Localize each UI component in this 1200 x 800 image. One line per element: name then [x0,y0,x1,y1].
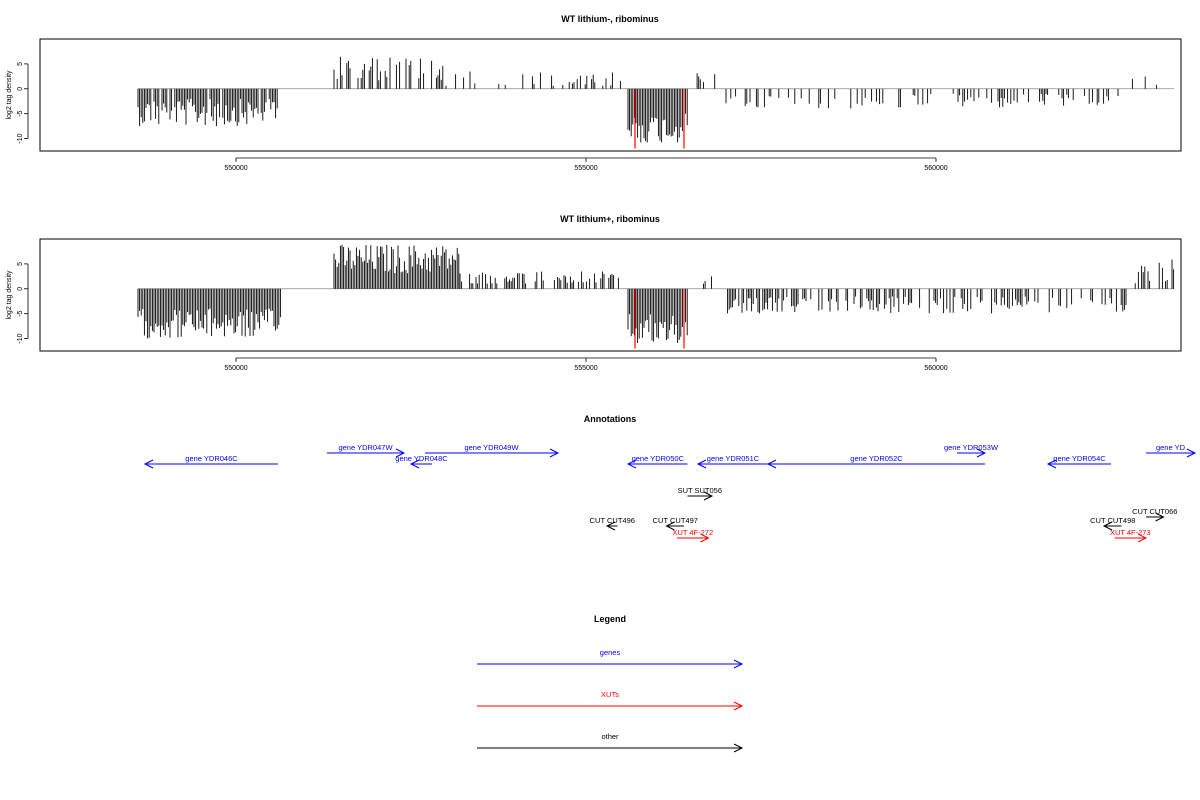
feature-label: gene YD [1156,443,1186,452]
y-tick-label: 5 [17,262,24,266]
legend-title: Legend [594,614,626,624]
panel1-frame [39,38,1182,152]
feature-label: CUT CUT496 [590,516,635,525]
panel-lithium-minus: WT lithium-, ribominus log2 tag density … [6,14,1182,172]
feature-label: gene YDR047W [338,443,393,452]
panel2-axes: -10 -5 0 5 550000 555000 560000 [17,262,948,372]
feature-label: CUT CUT497 [653,516,698,525]
feature-arrow-arrowhead [605,521,616,531]
x-tick-label: 555000 [574,365,597,372]
feature-arrow-arrowhead [696,459,707,469]
legend-label: other [601,732,619,741]
y-tick-label: -5 [17,110,24,116]
legend-label: XUTs [601,690,619,699]
panel1-ylabel: log2 tag density [6,70,13,120]
legend-items: genes XUTs other [477,648,744,753]
annotations-title: Annotations [584,414,637,424]
legend-arrow-arrowhead [733,659,744,669]
x-tick-label: 550000 [224,165,247,172]
legend-label: genes [600,648,621,657]
feature-arrow-arrowhead [395,448,406,458]
panel2-ylabel: log2 tag density [6,270,13,320]
panel1-axes: -10 -5 0 5 550000 555000 560000 [17,62,948,172]
panel-lithium-plus: WT lithium+, ribominus log2 tag density … [6,214,1182,372]
legend-arrow-arrowhead [733,701,744,711]
y-tick-label: -10 [17,333,24,343]
x-tick-label: 550000 [224,365,247,372]
feature-arrow-arrowhead [549,448,560,458]
feature-label: CUT CUT066 [1132,507,1177,516]
feature-label: gene YDR052C [850,454,903,463]
x-tick-label: 560000 [924,165,947,172]
feature-arrow-arrowhead [976,448,987,458]
feature-arrow-arrowhead [665,521,675,531]
y-tick-label: 0 [17,87,24,91]
panel2-frame [39,238,1182,352]
y-tick-label: -5 [17,310,24,316]
feature-label: gene YDR051C [707,454,760,463]
y-tick-label: 5 [17,62,24,66]
y-tick-label: -10 [17,133,24,143]
legend-panel: Legend genes XUTs other [477,614,744,753]
feature-arrow-arrowhead [766,459,777,469]
feature-arrow-arrowhead [1102,521,1113,531]
feature-label: gene YDR054C [1053,454,1106,463]
feature-label: SUT SUT056 [678,486,722,495]
feature-label: gene YDR050C [632,454,685,463]
feature-arrow-arrowhead [143,459,154,469]
feature-arrow-arrowhead [1046,459,1057,469]
feature-arrow-arrowhead [703,491,714,501]
feature-arrow-arrowhead [1137,533,1148,543]
feature-arrow-arrowhead [700,533,710,543]
feature-label: gene YDR046C [185,454,238,463]
feature-label: gene YDR048C [395,454,448,463]
feature-arrow-arrowhead [1186,448,1197,458]
panel1-title: WT lithium-, ribominus [561,14,659,24]
feature-arrow-arrowhead [1155,512,1165,522]
feature-label: XUT 4F-273 [1110,528,1151,537]
feature-label: gene YDR049W [464,443,519,452]
legend-arrow-arrowhead [733,743,744,753]
feature-arrow-arrowhead [626,459,637,469]
panel2-bars [137,244,1175,349]
x-tick-label: 560000 [924,365,947,372]
panel1-bars [137,56,1174,149]
y-tick-label: 0 [17,287,24,291]
feature-arrow-arrowhead [409,459,420,469]
feature-label: CUT CUT498 [1090,516,1135,525]
panel2-title: WT lithium+, ribominus [560,214,660,224]
feature-label: gene YDR053W [944,443,999,452]
feature-label: XUT 4F-272 [672,528,713,537]
x-tick-label: 555000 [574,165,597,172]
